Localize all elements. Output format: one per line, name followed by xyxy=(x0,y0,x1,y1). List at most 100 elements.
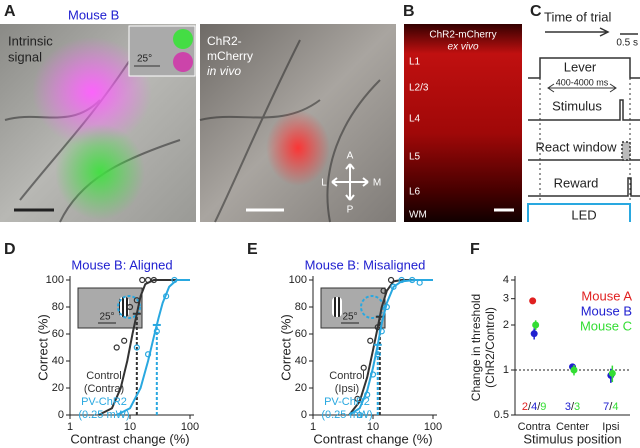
data-point xyxy=(126,303,134,311)
x-tick-label: 100 xyxy=(424,421,442,433)
x-tick-label: Ipsi xyxy=(602,421,619,433)
data-point xyxy=(409,276,416,284)
data-point xyxy=(144,351,152,358)
data-point xyxy=(153,328,160,335)
image-label: mCherry xyxy=(207,49,253,63)
y-axis-label: (ChR2/Control) xyxy=(483,307,497,388)
y-tick-label: 2 xyxy=(503,319,509,331)
n-label: 2/4/9 xyxy=(522,401,547,413)
data-point xyxy=(570,366,578,374)
data-point xyxy=(133,297,140,304)
n-separator: / xyxy=(528,401,532,413)
y-axis-label: Change in threshold xyxy=(469,294,483,401)
n-value: 3 xyxy=(565,401,571,413)
y-axis-label: Correct (%) xyxy=(35,314,50,380)
data-point xyxy=(364,391,371,398)
red-signal xyxy=(266,110,330,186)
green-signal xyxy=(55,124,145,220)
data-point xyxy=(356,411,363,419)
y-tick-label: 0 xyxy=(58,409,64,421)
n-label: 7/4 xyxy=(603,401,618,413)
data-point xyxy=(390,283,397,290)
receptive-field xyxy=(117,295,141,319)
diagram-label: React window xyxy=(536,139,618,154)
data-point xyxy=(529,297,537,305)
n-value: 3 xyxy=(574,401,580,413)
data-point xyxy=(398,276,405,284)
n-value: 9 xyxy=(540,401,546,413)
y-tick-label: 60 xyxy=(52,328,64,340)
y-axis-label: Correct (%) xyxy=(278,314,293,380)
image-label: ex vivo xyxy=(447,42,479,53)
y-tick-label: 40 xyxy=(52,355,64,367)
layer-label: L2/3 xyxy=(409,83,429,94)
mouse-label: Mouse B xyxy=(68,7,119,22)
x-axis-label: Stimulus position xyxy=(523,431,621,446)
compass xyxy=(331,163,369,201)
data-point xyxy=(163,293,170,300)
data-point xyxy=(383,303,390,311)
legend-entry: Mouse B xyxy=(581,303,632,318)
n-separator: / xyxy=(537,401,541,413)
y-tick-label: 4 xyxy=(503,274,509,286)
data-point xyxy=(171,276,178,284)
data-point xyxy=(374,351,381,358)
y-tick-label: 100 xyxy=(46,274,64,286)
data-point xyxy=(113,344,120,351)
x-tick-label: 1 xyxy=(67,421,73,433)
n-value: 2 xyxy=(522,401,528,413)
image-label: in vivo xyxy=(207,64,241,78)
chart-title: Mouse B: Misaligned xyxy=(305,257,426,272)
data-point xyxy=(150,276,157,284)
inset-box xyxy=(77,287,143,329)
n-value: 4 xyxy=(612,401,618,413)
inset-dot xyxy=(173,29,193,49)
y-tick-label: 1 xyxy=(503,364,509,376)
diagram-label: Lever xyxy=(564,59,597,74)
legend-entry: (Contra) xyxy=(84,383,124,395)
timing-diagram xyxy=(527,27,640,222)
x-axis-label: Contrast change (%) xyxy=(313,431,432,446)
x-tick-label: 1 xyxy=(310,421,316,433)
compass-label: A xyxy=(347,151,354,162)
data-point xyxy=(133,344,140,351)
diagram-label: LED xyxy=(571,207,596,222)
n-value: 7 xyxy=(603,401,609,413)
panel-letter: A xyxy=(4,3,16,20)
data-point xyxy=(139,276,146,284)
image-label: ChR2-mCherry xyxy=(429,30,496,41)
legend-entry: (Ipsi) xyxy=(335,383,359,395)
diagram-label: Stimulus xyxy=(552,98,602,113)
x-axis-label: Contrast change (%) xyxy=(70,431,189,446)
compass-label: L xyxy=(321,178,327,189)
x-tick-label: Center xyxy=(556,421,589,433)
compass-label: P xyxy=(347,205,354,216)
legend-entry: Mouse A xyxy=(581,288,632,303)
scale-label: 25° xyxy=(99,312,114,323)
compass-label: M xyxy=(373,178,381,189)
grating xyxy=(332,297,342,317)
scale-label: 25° xyxy=(342,312,357,323)
x-tick-label: 10 xyxy=(124,421,136,433)
layer-label: L4 xyxy=(409,114,421,125)
data-point xyxy=(354,395,361,402)
data-point xyxy=(608,369,616,377)
legend-entry: (0.25 mW) xyxy=(78,409,129,421)
slice-image xyxy=(404,24,522,222)
n-separator: / xyxy=(609,401,613,413)
panel-letter: C xyxy=(530,3,542,20)
data-point xyxy=(121,337,128,344)
image-label: ChR2- xyxy=(207,34,242,48)
y-tick-label: 40 xyxy=(295,355,307,367)
y-tick-label: 80 xyxy=(295,301,307,313)
legend-entry: (0.25 mW) xyxy=(321,409,372,421)
legend-entry: Mouse C xyxy=(580,318,632,333)
y-tick-label: 80 xyxy=(52,301,64,313)
grating xyxy=(119,297,129,317)
diagram-label: Time of trial xyxy=(544,9,612,24)
n-separator: / xyxy=(571,401,575,413)
vessels xyxy=(199,39,381,223)
layer-label: L6 xyxy=(409,187,421,198)
receptive-field xyxy=(360,295,384,319)
